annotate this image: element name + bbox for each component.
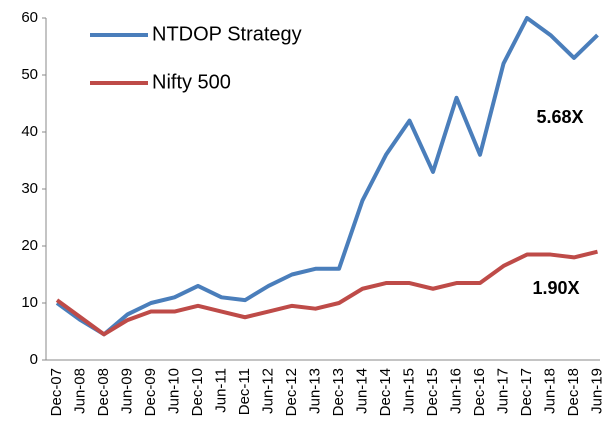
legend-label: NTDOP Strategy [152,23,302,45]
x-tick-label: Dec-14 [377,368,394,416]
x-tick-label: Dec-12 [283,368,300,416]
y-tick-label: 50 [21,66,38,83]
y-tick-label: 30 [21,180,38,197]
x-tick-label: Dec-15 [424,368,441,416]
legend-label: Nifty 500 [152,71,231,93]
x-tick-label: Jun-19 [588,368,602,414]
x-tick-label: Jun-10 [165,368,182,414]
series-line [55,16,599,337]
x-tick-label: Dec-08 [95,368,112,416]
x-tick-label: Jun-13 [306,368,323,414]
x-tick-label: Dec-09 [142,368,159,416]
x-tick-label: Dec-17 [518,368,535,416]
y-tick-label: 10 [21,294,38,311]
x-tick-label: Jun-09 [118,368,135,414]
y-tick-label: 60 [21,9,38,26]
x-tick-label: Jun-18 [541,368,558,414]
x-tick-label: Dec-10 [189,368,206,416]
series-line [55,249,598,337]
x-tick-label: Jun-12 [259,368,276,414]
x-tick-label: Jun-11 [212,368,229,413]
x-tick-label: Dec-13 [330,368,347,416]
x-tick-label: Jun-16 [447,368,464,414]
x-tick-label: Jun-08 [71,368,88,414]
x-tick-label: Dec-07 [48,368,65,416]
x-tick-label: Jun-14 [353,368,370,414]
x-tick-label: Jun-17 [494,368,511,414]
x-tick-label: Jun-15 [400,368,417,414]
x-tick-label: Dec-16 [471,368,488,416]
x-tick-label: Dec-18 [565,368,582,416]
y-tick-label: 20 [21,237,38,254]
x-tick-label: Dec-11 [236,368,253,415]
annotation: 1.90X [532,278,579,298]
y-tick-label: 0 [30,351,38,368]
annotation: 5.68X [536,107,583,127]
y-tick-label: 40 [21,123,38,140]
